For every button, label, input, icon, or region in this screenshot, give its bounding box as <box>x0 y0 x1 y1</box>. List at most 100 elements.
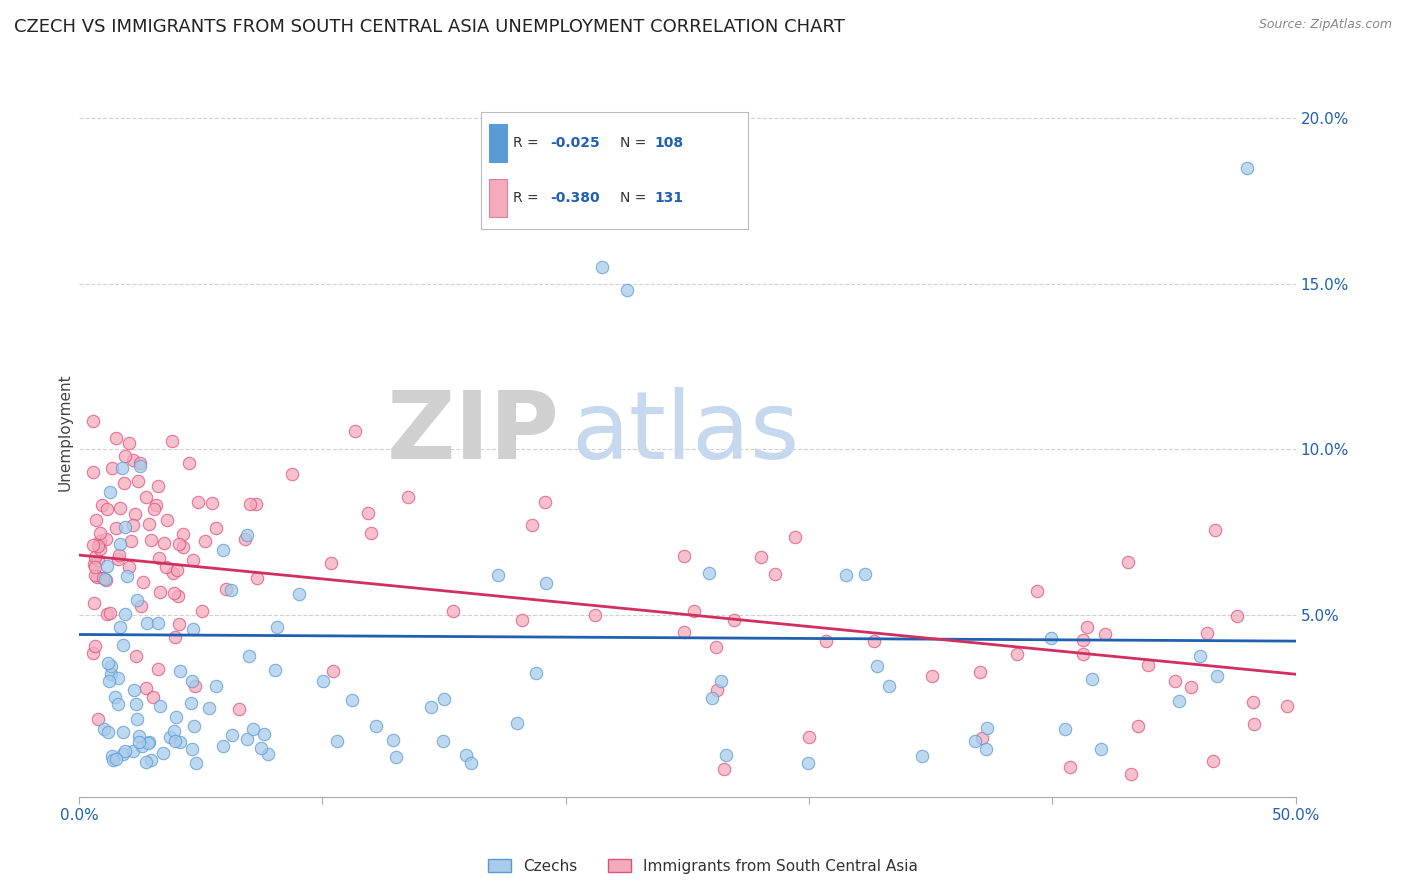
Point <box>673 549 696 563</box>
Point <box>160 434 183 448</box>
Point <box>697 566 720 580</box>
Point <box>228 702 250 716</box>
Point <box>152 746 174 760</box>
Point <box>198 701 221 715</box>
Point <box>107 671 129 685</box>
Point <box>714 748 737 763</box>
Point <box>163 724 186 739</box>
Point <box>201 496 224 510</box>
Point <box>139 533 162 547</box>
Point <box>238 648 260 663</box>
Point <box>583 607 606 622</box>
Point <box>100 659 122 673</box>
Point <box>215 582 238 597</box>
Point <box>1071 633 1094 648</box>
Point <box>1081 672 1104 686</box>
Point <box>90 499 112 513</box>
Point <box>257 747 280 761</box>
Point <box>167 537 190 551</box>
Point <box>114 607 136 622</box>
Point <box>83 596 105 610</box>
Point <box>112 747 135 761</box>
Point <box>246 571 269 585</box>
Point <box>138 517 160 532</box>
Point <box>166 562 188 576</box>
Point <box>155 560 177 574</box>
Point <box>156 512 179 526</box>
Point <box>107 552 129 566</box>
Point <box>146 479 169 493</box>
Point <box>128 729 150 743</box>
Point <box>111 461 134 475</box>
Point <box>1277 698 1299 713</box>
Point <box>181 673 204 688</box>
Point <box>83 557 105 571</box>
Point <box>814 633 837 648</box>
Point <box>114 519 136 533</box>
Point <box>205 521 228 535</box>
Y-axis label: Unemployment: Unemployment <box>58 374 72 491</box>
Point <box>187 494 209 508</box>
Point <box>506 716 529 731</box>
Point <box>704 640 727 654</box>
Point <box>1164 673 1187 688</box>
Point <box>524 666 547 681</box>
Point <box>381 732 404 747</box>
Point <box>853 567 876 582</box>
Point <box>1119 766 1142 780</box>
Point <box>420 699 443 714</box>
Point <box>149 584 172 599</box>
Point <box>441 604 464 618</box>
Point <box>1073 647 1095 661</box>
Point <box>97 724 120 739</box>
Point <box>141 753 163 767</box>
Point <box>340 693 363 707</box>
Point <box>1241 694 1264 708</box>
Point <box>82 538 104 552</box>
Point <box>1136 657 1159 672</box>
Point <box>250 740 273 755</box>
Point <box>169 665 191 679</box>
Point <box>135 681 157 696</box>
Point <box>172 527 194 541</box>
Point <box>93 722 115 736</box>
Point <box>785 530 807 544</box>
Point <box>120 533 142 548</box>
Point <box>723 613 745 627</box>
Point <box>166 590 188 604</box>
Point <box>143 502 166 516</box>
Point <box>510 613 533 627</box>
Point <box>204 679 226 693</box>
Point <box>96 558 118 573</box>
Point <box>114 744 136 758</box>
Point <box>963 733 986 747</box>
Point <box>163 733 186 747</box>
Point <box>460 756 482 771</box>
Point <box>163 586 186 600</box>
Text: CZECH VS IMMIGRANTS FROM SOUTH CENTRAL ASIA UNEMPLOYMENT CORRELATION CHART: CZECH VS IMMIGRANTS FROM SOUTH CENTRAL A… <box>14 18 845 36</box>
Point <box>1168 694 1191 708</box>
Point <box>1236 161 1258 175</box>
Point <box>82 414 104 428</box>
Point <box>863 634 886 648</box>
Point <box>181 622 204 636</box>
Point <box>673 625 696 640</box>
Point <box>322 664 344 678</box>
Point <box>122 453 145 467</box>
Text: Source: ZipAtlas.com: Source: ZipAtlas.com <box>1258 18 1392 31</box>
Point <box>97 656 120 670</box>
Point <box>1059 760 1081 774</box>
Point <box>86 539 108 553</box>
Point <box>799 730 821 744</box>
Point <box>98 485 121 500</box>
Point <box>239 497 262 511</box>
Point <box>520 518 543 533</box>
Point <box>125 593 148 607</box>
Point <box>749 549 772 564</box>
Point <box>1188 649 1211 664</box>
Point <box>264 663 287 677</box>
Text: atlas: atlas <box>572 386 800 479</box>
Point <box>700 690 723 705</box>
Point <box>1180 680 1202 694</box>
Point <box>1040 632 1063 646</box>
